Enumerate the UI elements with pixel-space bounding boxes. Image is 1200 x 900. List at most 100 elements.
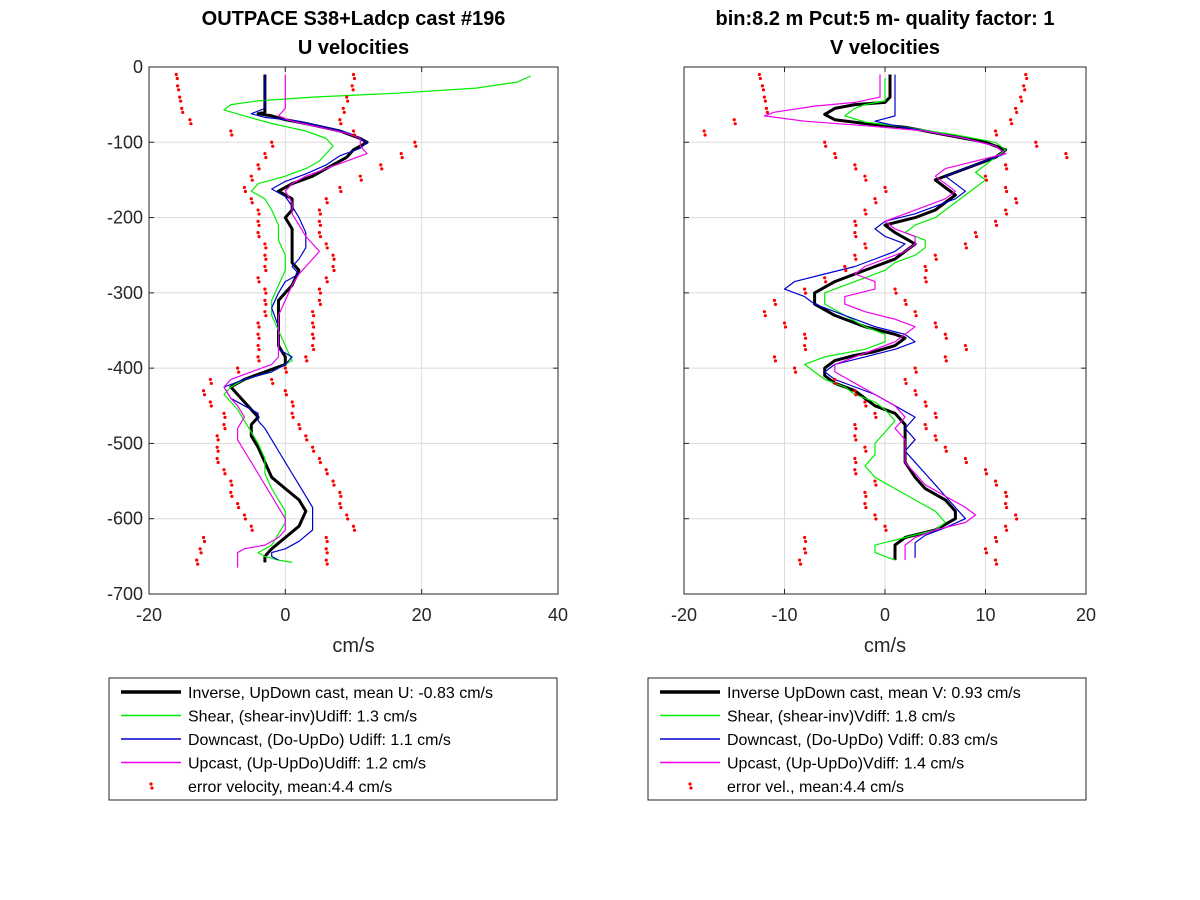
error-velocity-point-right	[311, 321, 315, 325]
error-velocity-point-right	[1015, 110, 1019, 115]
error-velocity-point-left	[863, 502, 867, 506]
error-velocity-point-left	[864, 506, 868, 510]
error-velocity-point-right	[324, 276, 328, 280]
error-velocity-point-left	[803, 535, 807, 540]
error-velocity-point-left	[762, 95, 767, 99]
error-velocity-point-right	[352, 133, 357, 137]
x-tick-label: -20	[136, 605, 162, 625]
error-velocity-point-left	[804, 347, 808, 352]
error-velocity-point-left	[223, 415, 227, 419]
error-velocity-point-left	[863, 445, 867, 449]
error-velocity-point-right	[984, 472, 989, 476]
error-velocity-point-left	[271, 144, 275, 148]
error-velocity-point-right	[923, 264, 927, 269]
error-velocity-point-left	[256, 355, 260, 359]
legend-label: error vel., mean:4.4 cm/s	[727, 779, 904, 796]
error-velocity-point-right	[271, 381, 275, 386]
error-velocity-point-left	[257, 212, 261, 216]
error-velocity-point-left	[824, 144, 828, 148]
error-velocity-point-left	[873, 479, 877, 483]
error-velocity-point-right	[1024, 72, 1028, 77]
legend-label: Upcast, (Up-UpDo)Vdiff: 1.4 cm/s	[727, 756, 964, 773]
error-velocity-point-right	[923, 400, 927, 404]
error-velocity-point-left	[249, 524, 253, 528]
error-velocity-point-left	[229, 129, 233, 133]
error-velocity-point-right	[379, 163, 383, 167]
error-velocity-point-right	[983, 174, 988, 178]
error-velocity-point-right	[284, 370, 288, 374]
error-velocity-point-right	[1005, 494, 1009, 498]
error-velocity-point-left	[174, 72, 178, 77]
error-velocity-point-left	[863, 400, 867, 404]
error-velocity-point-left	[236, 502, 240, 506]
error-velocity-point-right	[933, 434, 937, 438]
error-velocity-point-right	[325, 539, 329, 544]
error-velocity-point-right	[994, 223, 999, 227]
error-velocity-point-right	[332, 268, 336, 273]
error-velocity-point-left	[264, 155, 268, 160]
error-velocity-point-right	[904, 381, 908, 386]
error-velocity-point-right	[290, 400, 294, 404]
error-velocity-point-right	[1004, 502, 1008, 506]
error-velocity-point-left	[833, 377, 837, 382]
error-velocity-point-right	[290, 411, 294, 415]
error-velocity-point-right	[352, 528, 357, 532]
error-velocity-point-left	[760, 84, 764, 88]
error-velocity-point-right	[913, 310, 917, 314]
error-velocity-point-left	[263, 242, 267, 246]
error-velocity-point-right	[993, 219, 998, 223]
error-velocity-point-right	[1005, 528, 1009, 532]
x-tick-label: 20	[1076, 605, 1096, 625]
error-velocity-point-left	[773, 359, 778, 363]
error-velocity-point-right	[338, 502, 342, 506]
error-velocity-point-left	[209, 381, 213, 386]
legend-label: Shear, (shear-inv)Udiff: 1.3 cm/s	[188, 709, 417, 726]
error-velocity-point-left	[208, 400, 212, 404]
legend-label: Downcast, (Do-UpDo) Udiff: 1.1 cm/s	[188, 732, 451, 749]
error-velocity-point-left	[823, 276, 827, 280]
error-velocity-point-left	[264, 257, 268, 261]
error-velocity-point-left	[834, 155, 838, 160]
error-velocity-point-right	[317, 456, 322, 461]
error-velocity-point-right	[345, 513, 349, 517]
error-velocity-point-left	[249, 174, 253, 178]
error-velocity-point-right	[312, 336, 316, 340]
error-velocity-point-left	[803, 343, 807, 348]
error-velocity-point-left	[853, 456, 857, 461]
legend-swatch-dots	[149, 782, 153, 786]
error-velocity-point-left	[804, 291, 808, 295]
x-tick-label: 10	[975, 605, 995, 625]
error-velocity-point-right	[325, 246, 329, 250]
error-velocity-point-right	[1065, 155, 1069, 160]
error-velocity-point-right	[305, 359, 309, 363]
error-velocity-point-right	[944, 359, 948, 363]
error-velocity-point-right	[964, 246, 969, 250]
error-velocity-point-right	[1064, 151, 1068, 156]
error-velocity-point-left	[757, 72, 761, 77]
chart-title: OUTPACE S38+Ladcp cast #196	[202, 8, 506, 30]
error-velocity-point-right	[974, 235, 979, 239]
error-velocity-point-left	[229, 490, 233, 494]
error-velocity-point-right	[933, 411, 937, 415]
error-velocity-point-left	[883, 185, 887, 190]
error-velocity-point-right	[983, 468, 988, 472]
legend-swatch-dots	[150, 786, 154, 790]
error-velocity-point-right	[317, 231, 322, 235]
error-velocity-point-right	[923, 423, 927, 427]
plot-data	[174, 72, 531, 568]
error-velocity-point-right	[904, 302, 908, 306]
error-velocity-point-right	[298, 427, 302, 431]
error-velocity-point-left	[178, 95, 182, 99]
error-velocity-point-left	[237, 370, 241, 374]
error-velocity-point-left	[798, 562, 803, 566]
error-velocity-point-right	[934, 257, 938, 261]
error-velocity-point-right	[325, 201, 329, 205]
error-velocity-point-left	[222, 468, 226, 472]
error-velocity-point-left	[854, 235, 858, 239]
error-velocity-point-left	[762, 310, 767, 314]
error-velocity-point-left	[854, 257, 858, 261]
error-velocity-point-left	[237, 506, 241, 510]
error-velocity-point-right	[311, 343, 315, 348]
error-velocity-point-left	[223, 427, 227, 431]
error-velocity-point-right	[380, 167, 384, 171]
